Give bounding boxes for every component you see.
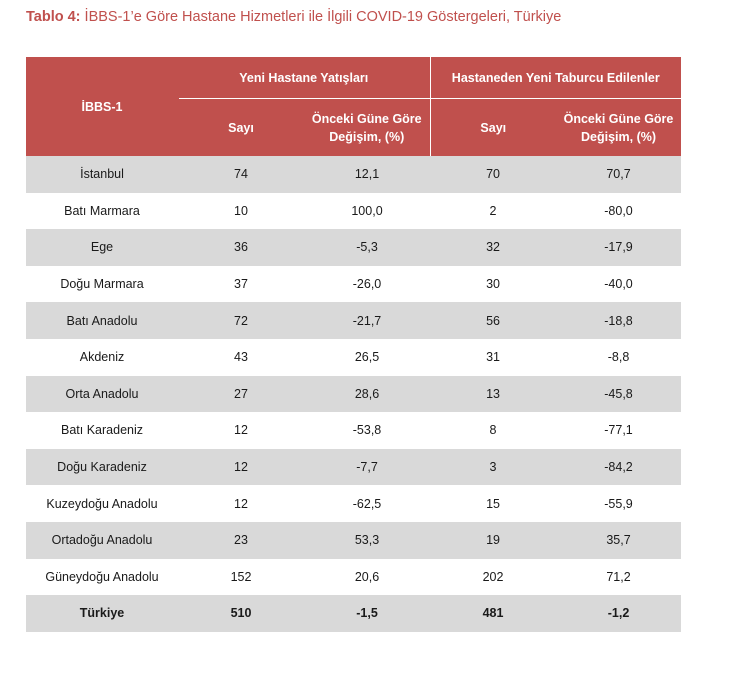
hospitalization-change: 26,5 (304, 338, 431, 376)
region-name: Ege (26, 229, 178, 266)
table-title-text: İBBS-1’e Göre Hastane Hizmetleri ile İlg… (84, 9, 562, 25)
total-hospitalization-change: -1,5 (304, 595, 431, 632)
hospitalization-change: -53,8 (304, 412, 431, 449)
hospitalization-count: 23 (178, 521, 304, 559)
discharge-change: -45,8 (556, 375, 682, 413)
total-discharge-change: -1,2 (556, 595, 682, 632)
hospitalization-count: 72 (178, 302, 304, 339)
column-header-change: Önceki Güne Göre Değişim, (%) (304, 99, 431, 156)
table-row: Batı Karadeniz 12 -53,8 8 -77,1 (26, 412, 682, 449)
table-row: Ege 36 -5,3 32 -17,9 (26, 229, 682, 266)
table-row: Batı Anadolu 72 -21,7 56 -18,8 (26, 302, 682, 339)
table-row: Doğu Karadeniz 12 -7,7 3 -84,2 (26, 448, 682, 486)
total-discharge-count: 481 (430, 595, 557, 632)
table-row: Doğu Marmara 37 -26,0 30 -40,0 (26, 265, 682, 303)
column-header-ibbs: İBBS-1 (26, 57, 178, 156)
table-row: İstanbul 74 12,1 70 70,7 (26, 156, 682, 193)
discharge-change: 35,7 (556, 521, 682, 559)
table-column-header-row: Sayı Önceki Güne Göre Değişim, (%) Sayı … (26, 99, 682, 156)
region-name: Doğu Karadeniz (26, 448, 178, 486)
discharge-count: 56 (430, 302, 557, 339)
discharge-change: -84,2 (556, 448, 682, 486)
discharge-count: 30 (430, 265, 557, 303)
table-row: Batı Marmara 10 100,0 2 -80,0 (26, 192, 682, 230)
discharge-count: 19 (430, 521, 557, 559)
total-hospitalization-count: 510 (178, 595, 304, 632)
hospitalization-count: 27 (178, 375, 304, 413)
hospitalization-change: -5,3 (304, 229, 431, 266)
hospitalization-count: 37 (178, 265, 304, 303)
discharge-count: 8 (430, 412, 557, 449)
table-title: Tablo 4: İBBS-1’e Göre Hastane Hizmetler… (26, 9, 561, 25)
table-row: Güneydoğu Anadolu 152 20,6 202 71,2 (26, 558, 682, 596)
table-row: Kuzeydoğu Anadolu 12 -62,5 15 -55,9 (26, 485, 682, 522)
region-name: Ortadoğu Anadolu (26, 521, 178, 559)
hospitalization-change: -62,5 (304, 485, 431, 522)
discharge-count: 202 (430, 558, 557, 596)
column-header-count: Sayı (429, 99, 557, 156)
hospitalization-count: 74 (178, 156, 304, 193)
region-name: Orta Anadolu (26, 375, 178, 413)
hospitalization-count: 43 (178, 338, 304, 376)
covid-hospital-table: İBBS-1 Yeni Hastane Yatışları Hastaneden… (26, 57, 682, 632)
discharge-change: 71,2 (556, 558, 682, 596)
hospitalization-change: 100,0 (304, 192, 431, 230)
table-row: Ortadoğu Anadolu 23 53,3 19 35,7 (26, 521, 682, 559)
table-title-prefix: Tablo 4: (26, 9, 81, 25)
region-name: Batı Marmara (26, 192, 178, 230)
group-header-discharges: Hastaneden Yeni Taburcu Edilenler (429, 57, 682, 99)
hospitalization-count: 152 (178, 558, 304, 596)
hospitalization-change: 20,6 (304, 558, 431, 596)
table-group-header-row: İBBS-1 Yeni Hastane Yatışları Hastaneden… (26, 57, 682, 156)
hospitalization-count: 12 (178, 448, 304, 486)
table-total-row: Türkiye 510 -1,5 481 -1,2 (26, 595, 682, 632)
region-name: Batı Karadeniz (26, 412, 178, 449)
hospitalization-count: 10 (178, 192, 304, 230)
discharge-change: -18,8 (556, 302, 682, 339)
region-name: Kuzeydoğu Anadolu (26, 485, 178, 522)
discharge-change: 70,7 (556, 156, 682, 193)
hospitalization-change: 12,1 (304, 156, 431, 193)
region-name: İstanbul (26, 156, 178, 193)
hospitalization-change: -21,7 (304, 302, 431, 339)
discharge-change: -40,0 (556, 265, 682, 303)
discharge-count: 15 (430, 485, 557, 522)
hospitalization-change: 53,3 (304, 521, 431, 559)
table-row: Akdeniz 43 26,5 31 -8,8 (26, 338, 682, 376)
column-header-count: Sayı (178, 99, 304, 156)
discharge-count: 32 (430, 229, 557, 266)
discharge-count: 2 (430, 192, 557, 230)
region-name: Akdeniz (26, 338, 178, 376)
region-name: Güneydoğu Anadolu (26, 558, 178, 596)
discharge-change: -17,9 (556, 229, 682, 266)
discharge-count: 3 (430, 448, 557, 486)
column-header-change: Önceki Güne Göre Değişim, (%) (556, 99, 682, 156)
hospitalization-change: -7,7 (304, 448, 431, 486)
discharge-change: -55,9 (556, 485, 682, 522)
hospitalization-count: 12 (178, 412, 304, 449)
discharge-count: 13 (430, 375, 557, 413)
discharge-change: -8,8 (556, 338, 682, 376)
hospitalization-change: -26,0 (304, 265, 431, 303)
hospitalization-change: 28,6 (304, 375, 431, 413)
region-name: Doğu Marmara (26, 265, 178, 303)
discharge-count: 31 (430, 338, 557, 376)
hospitalization-count: 12 (178, 485, 304, 522)
region-name: Batı Anadolu (26, 302, 178, 339)
group-header-hospitalizations: Yeni Hastane Yatışları (178, 57, 431, 99)
discharge-change: -80,0 (556, 192, 682, 230)
discharge-count: 70 (430, 156, 557, 193)
table-row: Orta Anadolu 27 28,6 13 -45,8 (26, 375, 682, 413)
total-label: Türkiye (26, 595, 178, 632)
hospitalization-count: 36 (178, 229, 304, 266)
discharge-change: -77,1 (556, 412, 682, 449)
